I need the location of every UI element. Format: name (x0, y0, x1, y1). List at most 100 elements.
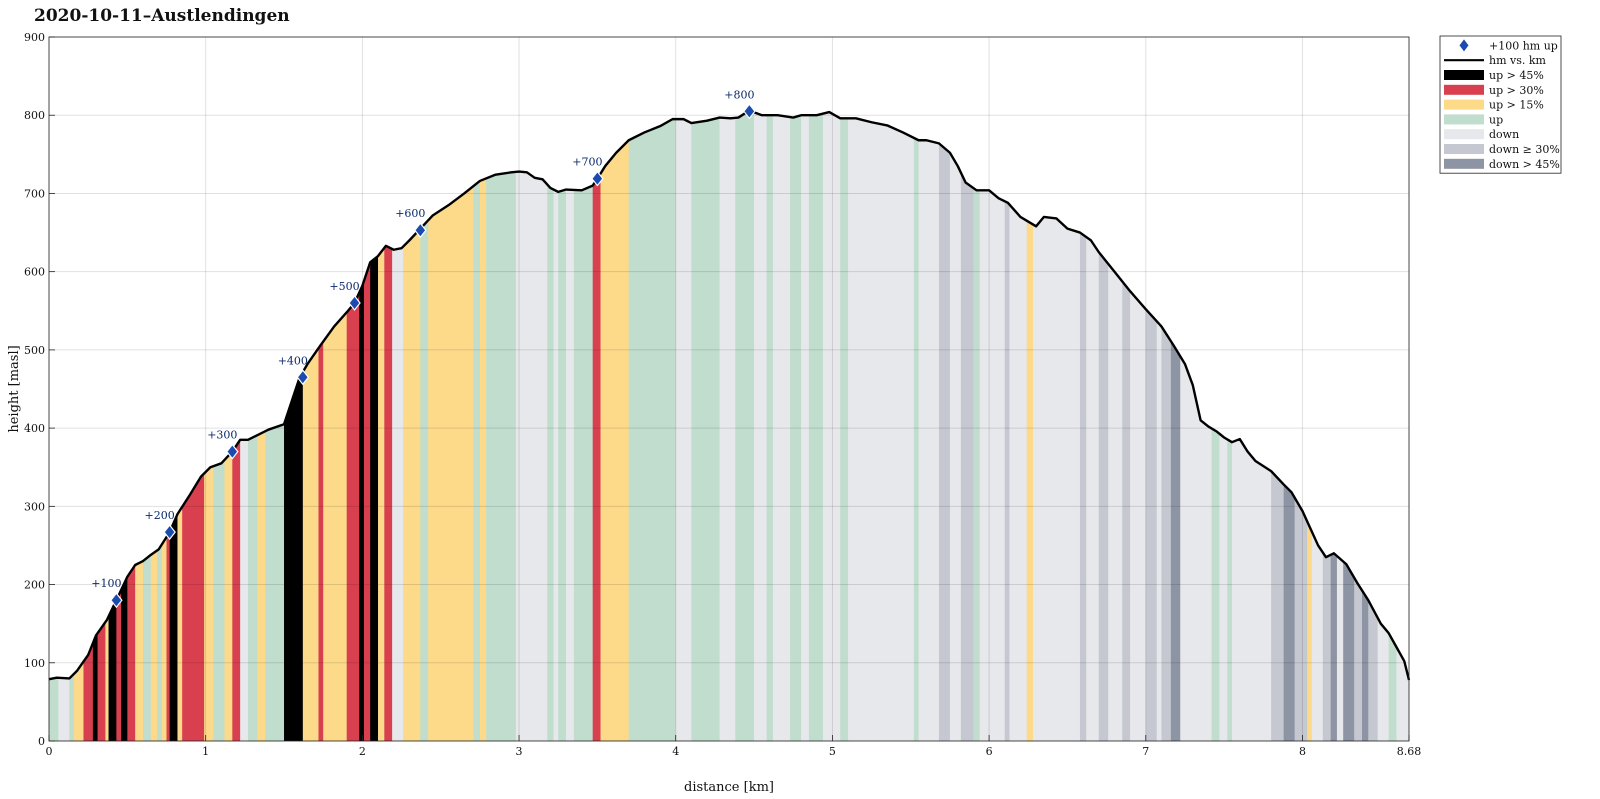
segment-down (392, 37, 404, 741)
segment-down30 (1122, 37, 1131, 741)
legend-swatch-up45 (1444, 70, 1484, 80)
segment-down (553, 37, 559, 741)
x-tick-label: 8 (1299, 745, 1306, 758)
segment-up45 (370, 37, 379, 741)
above-profile-mask (49, 37, 1409, 680)
segment-up (735, 37, 755, 741)
x-tick-label: 4 (672, 745, 679, 758)
legend: +100 hm up hm vs. km up > 45% up > 30% up > … (1439, 35, 1562, 174)
profile-line (48, 109, 1411, 681)
hm-marker-diamond (110, 592, 123, 609)
hm-marker-label: +400 (278, 354, 308, 367)
hm-marker-diamond (743, 103, 756, 120)
segment-up (558, 37, 567, 741)
segment-down (772, 37, 791, 741)
segment-up (973, 37, 981, 741)
segment-down30 (960, 37, 974, 741)
x-tick-label: 5 (829, 745, 836, 758)
hm-marker-diamond (296, 369, 310, 386)
hm-marker-diamond (163, 524, 176, 541)
segment-down (949, 37, 962, 741)
hm-marker-label: +200 (145, 509, 175, 522)
segment-up30 (318, 37, 324, 741)
x-axis-label: distance [km] (684, 780, 774, 795)
segment-down (719, 37, 736, 741)
y-tick-label: 700 (24, 187, 45, 200)
segment-up (547, 37, 554, 741)
segment-up15 (479, 37, 487, 741)
segment-up (808, 37, 824, 741)
x-tick-label: 6 (986, 745, 993, 758)
segment-down (801, 37, 810, 741)
hm-marker-label: +300 (207, 429, 237, 442)
segment-up (790, 37, 802, 741)
plot-frame (48, 36, 1410, 742)
legend-swatch-down (1444, 129, 1484, 140)
segment-up30 (363, 37, 371, 741)
segment-down30 (1079, 37, 1087, 741)
y-tick-label: 900 (24, 31, 45, 44)
segment-down30 (1004, 37, 1010, 741)
segment-up (628, 37, 677, 741)
chart-title: 2020-10-11–Austlendingen (34, 6, 290, 26)
x-tick-label: 8.68 (1397, 745, 1422, 758)
legend-label-marker: +100 hm up (1489, 39, 1558, 52)
y-tick-label: 0 (38, 735, 45, 748)
legend-swatch-up15 (1444, 99, 1484, 110)
profile-mask (49, 37, 1409, 680)
x-tick-label: 3 (516, 745, 523, 758)
segment-up (766, 37, 774, 741)
legend-label-line: hm vs. km (1489, 54, 1547, 67)
segment-down (1156, 37, 1162, 741)
segment-down (754, 37, 768, 741)
segment-down30 (1145, 37, 1158, 741)
legend-swatch-up (1444, 114, 1484, 125)
y-tick-label: 100 (24, 657, 45, 670)
legend-label-up15: up > 15% (1489, 99, 1544, 112)
legend-label-down45: down > 45% (1489, 158, 1560, 171)
legend-label-up: up (1489, 113, 1503, 126)
y-tick-label: 800 (24, 109, 45, 122)
legend-label-up30: up > 30% (1489, 84, 1544, 97)
y-tick-label: 200 (24, 579, 45, 592)
segment-up45 (359, 37, 365, 741)
segment-up30 (592, 37, 601, 741)
legend-label-down: down (1489, 128, 1519, 141)
legend-swatch-down45 (1444, 158, 1484, 169)
legend-label-down30: down ≥ 30% (1489, 143, 1560, 156)
y-tick-label: 400 (24, 422, 45, 435)
y-tick-label: 600 (24, 266, 45, 279)
x-tick-label: 1 (202, 745, 209, 758)
segment-up15 (378, 37, 385, 741)
segment-down30 (938, 37, 951, 741)
legend-swatch-up30 (1444, 84, 1484, 95)
profile-line-group (48, 109, 1411, 681)
hm-markers: +100 +200 +300 +400 +500 +600 +700 +800 (91, 88, 756, 609)
hm-marker-diamond (414, 222, 427, 239)
segment-down (675, 37, 692, 741)
segment-down45 (1170, 37, 1181, 741)
x-tick-label: 7 (1142, 745, 1149, 758)
segment-down (515, 37, 523, 741)
y-tick-label: 500 (24, 344, 45, 357)
legend-swatch-down30 (1444, 144, 1484, 154)
hm-marker-label: +100 (91, 577, 121, 590)
segment-up (420, 37, 429, 741)
segment-up (473, 37, 481, 741)
segment-down (566, 37, 575, 741)
x-tick-label: 2 (359, 745, 366, 758)
segment-up (691, 37, 720, 741)
y-axis-label: height [masl] (7, 345, 22, 432)
segment-down (918, 37, 940, 741)
hm-marker-label: +500 (329, 280, 359, 293)
x-tick-label: 0 (46, 745, 53, 758)
hm-marker-diamond (226, 443, 239, 460)
legend-label-up45: up > 45% (1489, 69, 1544, 82)
legend-marker-icon (1459, 39, 1469, 52)
axes: 0 1 2 3 4 5 6 7 8 8.68 0 100 200 300 400 500 600 700 800 90… (24, 31, 1421, 758)
segment-up (573, 37, 594, 741)
segment-up30 (384, 37, 393, 741)
segment-down30 (1098, 37, 1109, 741)
hm-marker-diamond (348, 294, 361, 311)
